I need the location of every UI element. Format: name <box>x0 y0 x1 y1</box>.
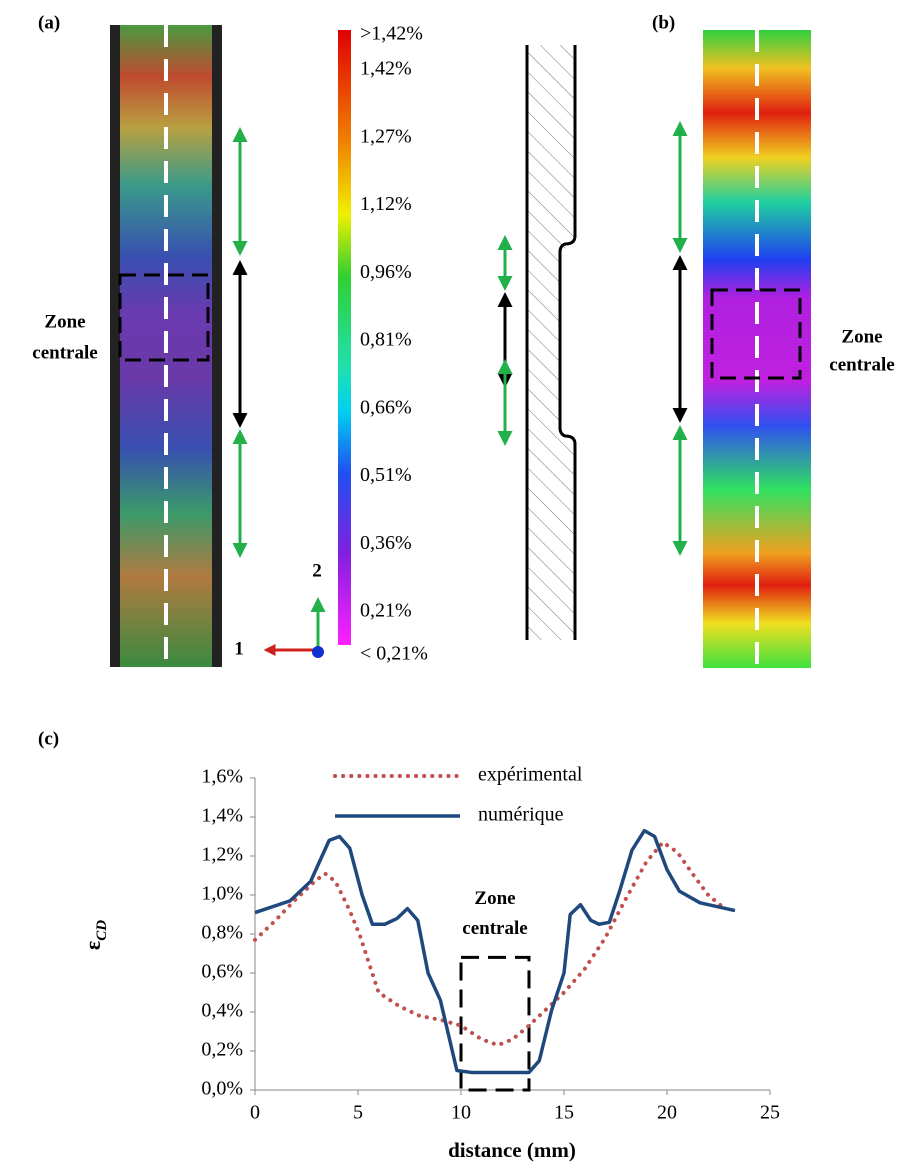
panel-label: (c) <box>38 728 59 749</box>
zone-label: centrale <box>462 918 527 939</box>
colorbar-labels: >1,42% 1,42% 1,27% 1,12% 0,96% 0,81% 0,66% 0,51… <box>360 23 428 665</box>
y-tick-label: 0,8% <box>201 922 243 944</box>
outline <box>558 45 577 640</box>
zone-label: centrale <box>829 354 894 375</box>
series-line <box>253 840 727 1048</box>
colorbar-label: >1,42% <box>360 23 423 45</box>
zone-label: Zone <box>44 311 85 332</box>
zone-box <box>710 288 802 380</box>
colorbar-label: 0,21% <box>360 600 412 622</box>
x-tick-label: 20 <box>657 1102 677 1124</box>
colorbar-label: 1,42% <box>360 58 412 80</box>
x-axis-title: distance (mm) <box>448 1138 576 1162</box>
x-tick-label: 15 <box>554 1102 574 1124</box>
legend-label: expérimental <box>478 764 583 786</box>
colorbar-label: < 0,21% <box>360 643 428 665</box>
series-line <box>254 828 736 1075</box>
y-axis-subscript: CD <box>94 920 110 941</box>
panel-label: (b) <box>652 12 675 33</box>
y-axis-title: εCD <box>80 920 110 950</box>
x-tick-label: 5 <box>353 1102 363 1124</box>
y-tick-label: 0,0% <box>201 1078 243 1100</box>
axis-label: 1 <box>234 638 244 659</box>
zone-label: Zone <box>841 326 882 347</box>
y-tick-label: 1,0% <box>201 883 243 905</box>
x-tick-label: 10 <box>451 1102 471 1124</box>
zone-label: Zone <box>474 888 515 909</box>
colorbar-label: 1,27% <box>360 125 412 147</box>
x-tick-label: 25 <box>760 1102 780 1124</box>
y-tick-label: 0,4% <box>201 1000 243 1022</box>
colorbar-label: 0,36% <box>360 532 412 554</box>
y-tick-label: 1,4% <box>201 805 243 827</box>
y-axis-symbol: ε <box>80 941 105 950</box>
zone-box <box>118 273 210 362</box>
y-tick-label: 0,6% <box>201 961 243 983</box>
x-tick-label: 0 <box>250 1102 260 1124</box>
colorbar-label: 0,81% <box>360 329 412 351</box>
colorbar <box>338 30 351 645</box>
y-tick-label: 0,2% <box>201 1039 243 1061</box>
y-tick-label: 1,2% <box>201 844 243 866</box>
zone-box <box>459 955 531 1092</box>
legend-label: numérique <box>478 804 564 826</box>
specimen-section <box>527 45 575 640</box>
axis-origin <box>312 646 324 658</box>
panel-label: (a) <box>38 12 60 33</box>
y-tick-label: 1,6% <box>201 766 243 788</box>
colorbar-label: 0,96% <box>360 261 412 283</box>
axis-label: 2 <box>312 560 322 581</box>
zone-label: centrale <box>32 342 97 363</box>
colorbar-label: 0,51% <box>360 464 412 486</box>
colorbar-label: 1,12% <box>360 193 412 215</box>
colorbar-label: 0,66% <box>360 396 412 418</box>
